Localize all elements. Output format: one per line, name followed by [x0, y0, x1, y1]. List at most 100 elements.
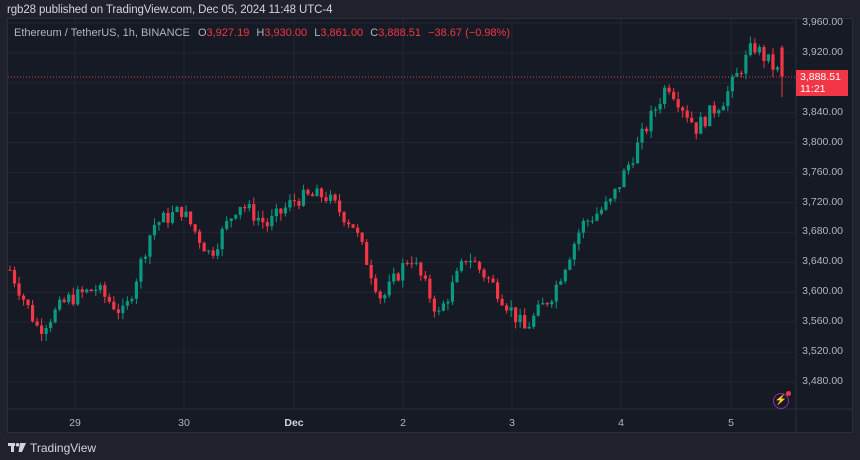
candle [554, 284, 558, 302]
candle [356, 227, 360, 233]
candle [663, 87, 667, 105]
candle [98, 285, 102, 290]
symbol-legend[interactable]: Ethereum / TetherUS, 1h, BINANCE O3,927.… [14, 27, 510, 39]
candle [80, 289, 84, 293]
candle [193, 224, 197, 232]
candle [423, 275, 427, 279]
candle [324, 197, 328, 201]
candle [139, 258, 143, 282]
candle [762, 47, 766, 61]
bar-countdown: 11:21 [800, 83, 826, 95]
candle [541, 303, 545, 305]
candle [753, 43, 757, 53]
candle [243, 206, 247, 209]
candle [161, 212, 166, 223]
candle [455, 270, 459, 283]
candle [613, 188, 617, 199]
price-tick-label: 3,840.00 [802, 105, 843, 118]
candle [346, 222, 351, 225]
candle [396, 273, 400, 281]
candle [148, 235, 152, 257]
candle [563, 269, 567, 282]
candle [712, 105, 716, 114]
candle [229, 218, 233, 221]
candle [279, 208, 283, 214]
tradingview-logo-icon [8, 443, 26, 452]
candle [238, 206, 242, 215]
candle [586, 220, 590, 222]
price-tick-label: 3,720.00 [802, 195, 843, 208]
close-value: 3,888.51 [378, 27, 422, 39]
candle [735, 73, 739, 77]
candle [152, 224, 157, 236]
candle [306, 189, 310, 195]
candle [631, 163, 635, 165]
time-tick-label: 30 [178, 417, 190, 429]
candle [726, 91, 730, 107]
price-tick-label: 3,960.00 [802, 16, 843, 28]
candle [35, 321, 39, 326]
candle [446, 301, 450, 304]
symbol-name: Ethereum / TetherUS, 1h, BINANCE [14, 27, 190, 39]
high-label: H [256, 27, 265, 39]
candle [378, 291, 382, 299]
candle [333, 194, 337, 201]
candle [301, 189, 306, 206]
candle [536, 304, 540, 316]
candle [495, 282, 500, 299]
candle [775, 67, 780, 70]
candle [708, 105, 712, 127]
candle [157, 222, 161, 225]
candle [730, 76, 734, 92]
candle [419, 262, 423, 276]
candle [166, 212, 170, 223]
price-tick-label: 3,480.00 [802, 375, 843, 387]
price-tick-label: 3,600.00 [802, 285, 843, 298]
candle [739, 73, 743, 75]
candle [441, 303, 446, 311]
candle [360, 232, 364, 242]
price-tick-label: 3,760.00 [802, 165, 843, 178]
candle [766, 54, 771, 61]
candle [383, 295, 387, 299]
low-value: 3,861.00 [320, 27, 364, 39]
candle [220, 228, 224, 250]
candle [202, 242, 206, 252]
candle [577, 232, 581, 245]
candle [581, 220, 585, 233]
candle [676, 99, 680, 108]
candle [690, 117, 694, 123]
candle [288, 200, 292, 208]
price-tick-label: 3,640.00 [802, 255, 843, 268]
candle [112, 301, 116, 310]
candle [432, 298, 436, 312]
candle [130, 298, 134, 302]
candle [85, 289, 89, 293]
candle [207, 250, 211, 252]
candle [509, 307, 513, 311]
candle [351, 224, 355, 228]
candle [103, 285, 107, 297]
candle [491, 278, 495, 283]
lightning-alert-icon[interactable]: ⚡ [773, 391, 791, 409]
candle [175, 206, 179, 213]
candle [532, 315, 536, 327]
candle [53, 309, 57, 323]
candle [392, 273, 396, 282]
time-tick-label: 3 [509, 417, 515, 429]
candle [184, 211, 188, 217]
high-value: 3,930.00 [264, 27, 308, 39]
candle [270, 216, 274, 227]
candle [599, 209, 604, 214]
candle [590, 220, 594, 222]
close-label: C [370, 27, 379, 39]
candle [595, 213, 599, 221]
candle [44, 328, 48, 334]
candle [143, 256, 148, 259]
candle [8, 269, 12, 271]
candle [604, 201, 608, 210]
candle [482, 269, 486, 278]
open-value: 3,927.19 [206, 27, 250, 39]
candle [622, 170, 626, 188]
